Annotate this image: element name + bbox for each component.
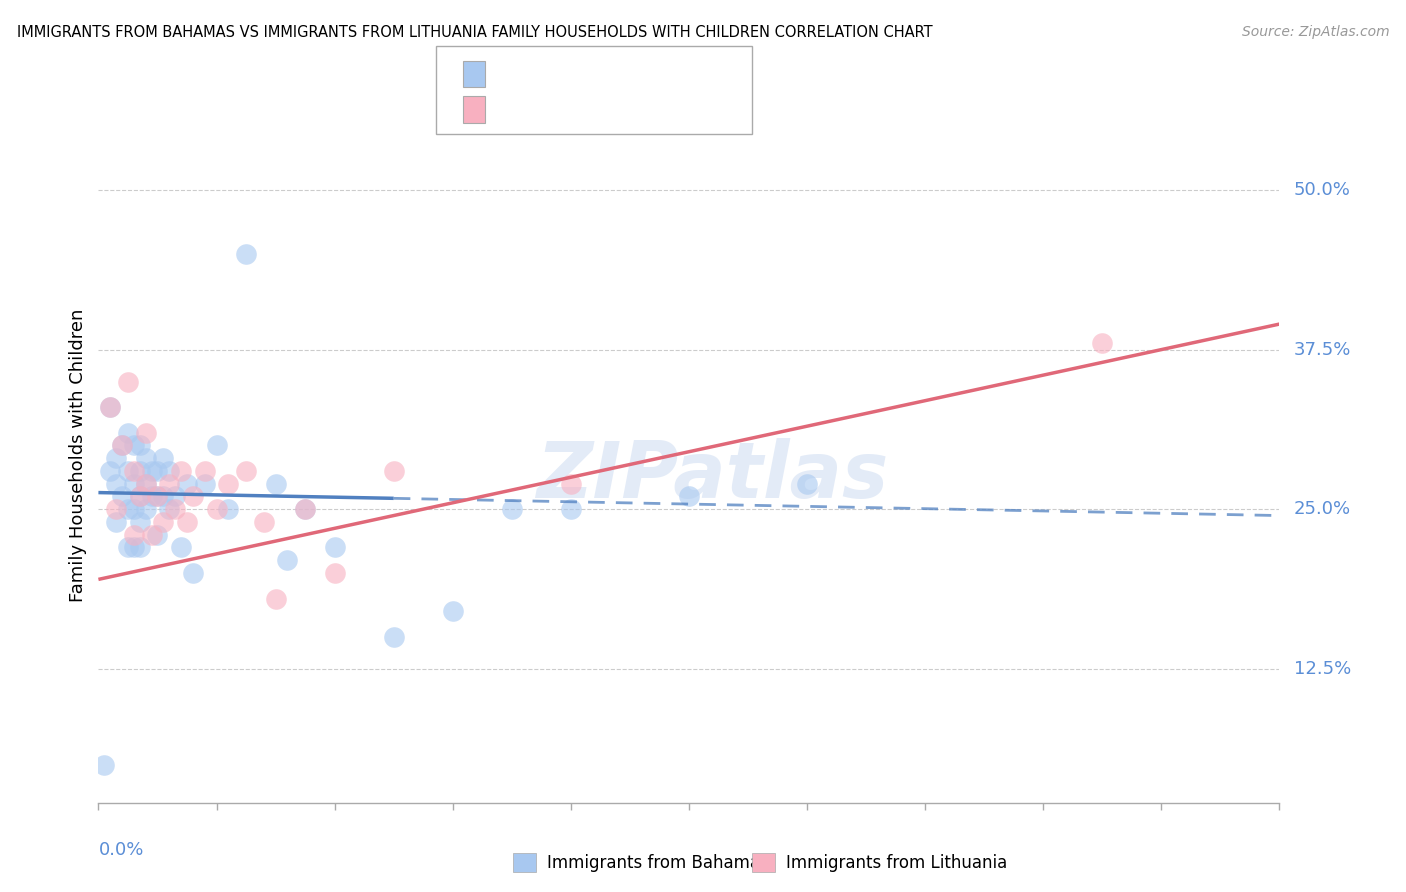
Point bbox=[135, 502, 157, 516]
Point bbox=[128, 438, 150, 452]
Point bbox=[146, 490, 169, 504]
Text: 0.0%: 0.0% bbox=[98, 841, 143, 859]
Point bbox=[135, 425, 157, 440]
Point bbox=[122, 527, 145, 541]
Point bbox=[128, 464, 150, 478]
Point bbox=[796, 476, 818, 491]
Point bbox=[382, 630, 405, 644]
Text: ZIPatlas: ZIPatlas bbox=[537, 438, 889, 514]
Point bbox=[117, 425, 139, 440]
Point bbox=[560, 476, 582, 491]
Text: -0.039: -0.039 bbox=[541, 65, 606, 83]
Point bbox=[117, 375, 139, 389]
Point bbox=[181, 490, 204, 504]
Point bbox=[152, 451, 174, 466]
Point bbox=[152, 490, 174, 504]
Point bbox=[141, 527, 163, 541]
Text: R =: R = bbox=[499, 101, 538, 119]
Point bbox=[122, 438, 145, 452]
Point bbox=[105, 451, 128, 466]
Point bbox=[501, 502, 523, 516]
Point bbox=[205, 438, 228, 452]
Point bbox=[253, 515, 276, 529]
Point bbox=[117, 541, 139, 555]
Point bbox=[176, 476, 198, 491]
Text: N =: N = bbox=[609, 65, 648, 83]
Point bbox=[560, 502, 582, 516]
Point bbox=[98, 400, 121, 414]
Point bbox=[122, 541, 145, 555]
Point bbox=[194, 476, 217, 491]
Text: 37.5%: 37.5% bbox=[1294, 341, 1351, 359]
Point bbox=[122, 464, 145, 478]
Text: 12.5%: 12.5% bbox=[1294, 660, 1351, 678]
Text: 28: 28 bbox=[648, 101, 673, 119]
Point bbox=[194, 464, 217, 478]
Point bbox=[98, 464, 121, 478]
Point bbox=[157, 464, 180, 478]
Point bbox=[128, 490, 150, 504]
Point bbox=[128, 515, 150, 529]
Point bbox=[165, 502, 187, 516]
Point bbox=[235, 247, 257, 261]
Text: 0.513: 0.513 bbox=[541, 101, 605, 119]
Text: 51: 51 bbox=[648, 65, 673, 83]
Text: 25.0%: 25.0% bbox=[1294, 500, 1351, 518]
Point bbox=[117, 464, 139, 478]
Point bbox=[264, 591, 287, 606]
Text: Immigrants from Bahamas: Immigrants from Bahamas bbox=[547, 854, 769, 871]
Point bbox=[111, 438, 134, 452]
Point bbox=[128, 490, 150, 504]
Point bbox=[1091, 336, 1114, 351]
Point bbox=[93, 757, 115, 772]
Text: 50.0%: 50.0% bbox=[1294, 181, 1351, 199]
Text: IMMIGRANTS FROM BAHAMAS VS IMMIGRANTS FROM LITHUANIA FAMILY HOUSEHOLDS WITH CHIL: IMMIGRANTS FROM BAHAMAS VS IMMIGRANTS FR… bbox=[17, 25, 932, 40]
Point bbox=[128, 541, 150, 555]
Point bbox=[294, 502, 316, 516]
Point bbox=[135, 476, 157, 491]
Point bbox=[146, 527, 169, 541]
Point bbox=[141, 464, 163, 478]
Point bbox=[111, 490, 134, 504]
Point bbox=[135, 451, 157, 466]
Point bbox=[205, 502, 228, 516]
Point bbox=[146, 464, 169, 478]
Point bbox=[323, 566, 346, 580]
Point bbox=[165, 490, 187, 504]
Point bbox=[135, 476, 157, 491]
Point bbox=[152, 515, 174, 529]
Point bbox=[217, 502, 239, 516]
Point bbox=[217, 476, 239, 491]
Point bbox=[323, 541, 346, 555]
Point bbox=[146, 490, 169, 504]
Point bbox=[678, 490, 700, 504]
Text: Source: ZipAtlas.com: Source: ZipAtlas.com bbox=[1241, 25, 1389, 39]
Point bbox=[111, 438, 134, 452]
Point bbox=[122, 476, 145, 491]
Point bbox=[170, 541, 193, 555]
Point bbox=[157, 476, 180, 491]
Y-axis label: Family Households with Children: Family Households with Children bbox=[69, 309, 87, 601]
Point bbox=[276, 553, 298, 567]
Point bbox=[105, 515, 128, 529]
Point bbox=[294, 502, 316, 516]
Point bbox=[264, 476, 287, 491]
Point bbox=[141, 490, 163, 504]
Point bbox=[235, 464, 257, 478]
Point bbox=[157, 502, 180, 516]
Point bbox=[105, 502, 128, 516]
Point bbox=[382, 464, 405, 478]
Point bbox=[117, 502, 139, 516]
Point bbox=[170, 464, 193, 478]
Text: Immigrants from Lithuania: Immigrants from Lithuania bbox=[786, 854, 1007, 871]
Point bbox=[441, 604, 464, 618]
Point bbox=[122, 502, 145, 516]
Text: R =: R = bbox=[499, 65, 538, 83]
Point bbox=[98, 400, 121, 414]
Point bbox=[176, 515, 198, 529]
Point bbox=[105, 476, 128, 491]
Text: N =: N = bbox=[609, 101, 648, 119]
Point bbox=[181, 566, 204, 580]
